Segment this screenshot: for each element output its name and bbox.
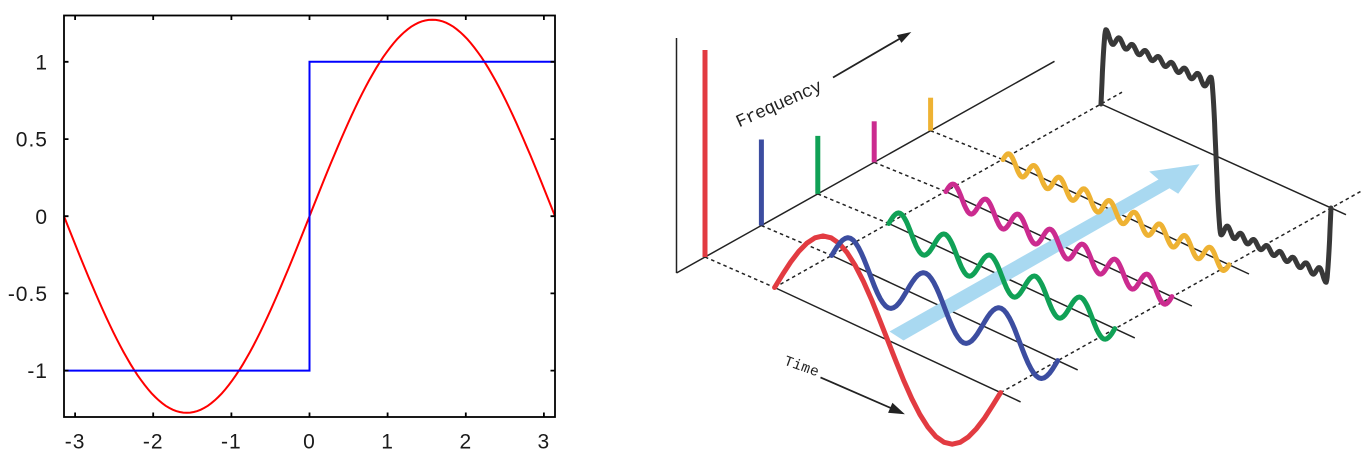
svg-text:0: 0 — [35, 206, 48, 229]
svg-text:-3: -3 — [65, 431, 86, 454]
svg-text:-1: -1 — [221, 431, 242, 454]
svg-text:-1: -1 — [27, 360, 48, 383]
svg-text:-0.5: -0.5 — [8, 283, 48, 306]
svg-text:3: 3 — [538, 431, 551, 454]
svg-text:1: 1 — [35, 51, 48, 74]
svg-text:0: 0 — [303, 431, 316, 454]
svg-text:-2: -2 — [143, 431, 164, 454]
svg-text:Frequency: Frequency — [733, 77, 826, 133]
svg-text:1: 1 — [381, 431, 394, 454]
svg-text:Time: Time — [781, 354, 821, 381]
svg-text:0.5: 0.5 — [16, 129, 48, 152]
svg-text:2: 2 — [459, 431, 472, 454]
